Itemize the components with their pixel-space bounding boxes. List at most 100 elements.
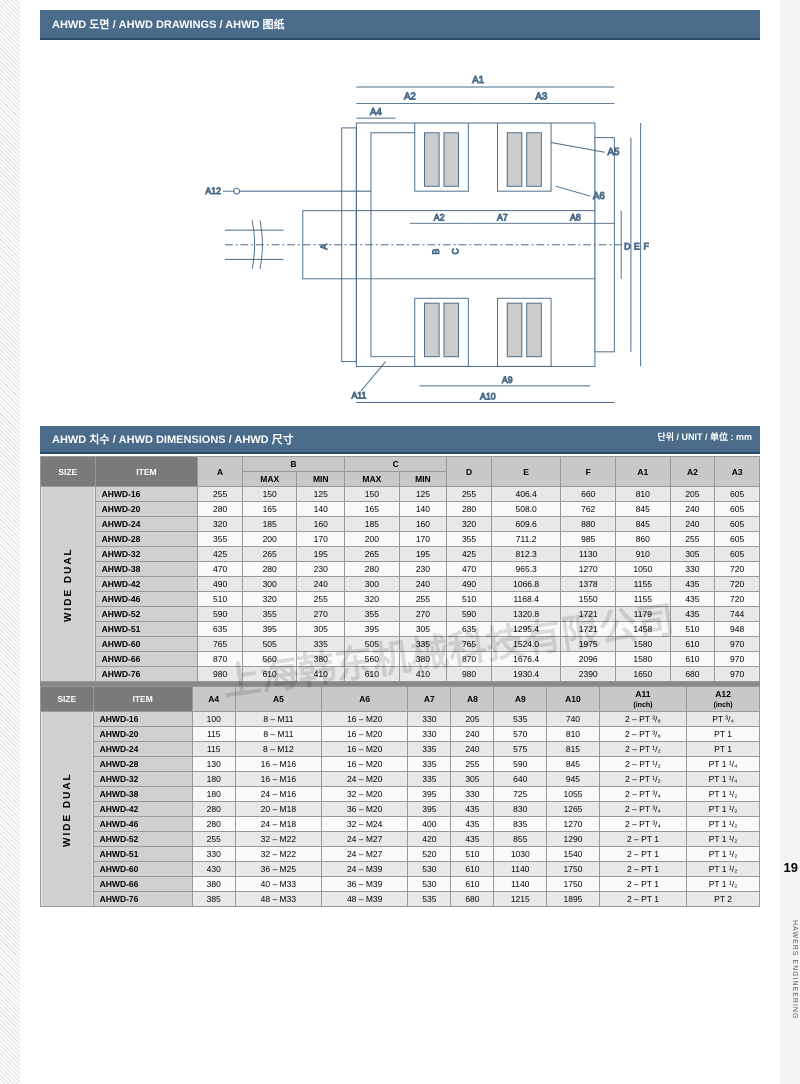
cell: 2390 (561, 667, 616, 682)
cell: AHWD-51 (93, 847, 192, 862)
cell: 1055 (547, 787, 600, 802)
cell: 255 (198, 487, 243, 502)
cell: 605 (715, 487, 760, 502)
cell: AHWD-52 (95, 607, 198, 622)
col-cmax: MAX (345, 472, 400, 487)
cell: 720 (715, 577, 760, 592)
cell: PT 1 ¹/₂ (687, 817, 760, 832)
svg-text:A3: A3 (535, 92, 547, 103)
cell: 300 (242, 577, 297, 592)
table-row: AHWD-3818024 – M1632 – M2039533072510552… (41, 787, 760, 802)
cell: 2 – PT 1 (599, 892, 686, 907)
cell: PT 1 ¹/₂ (687, 802, 760, 817)
cell: 100 (192, 712, 235, 727)
cell: 680 (670, 667, 715, 682)
cell: 330 (670, 562, 715, 577)
cell: 505 (242, 637, 297, 652)
cell: 1550 (561, 592, 616, 607)
cell: 185 (345, 517, 400, 532)
cell: PT 1 ¹/₄ (687, 757, 760, 772)
cell: 560 (242, 652, 297, 667)
cell: 335 (399, 637, 447, 652)
cell: AHWD-24 (95, 517, 198, 532)
cell: 160 (399, 517, 447, 532)
cell: 165 (345, 502, 400, 517)
cell: 1130 (561, 547, 616, 562)
cell: 380 (192, 877, 235, 892)
table-row: AHWD-607655053355053357651524.0197515806… (41, 637, 760, 652)
cell: 2 – PT ³/₈ (599, 727, 686, 742)
cell: 610 (451, 877, 494, 892)
cell: 330 (192, 847, 235, 862)
cell: 205 (451, 712, 494, 727)
table-row: AHWD-6043036 – M2524 – M3953061011401750… (41, 862, 760, 877)
cell: 430 (192, 862, 235, 877)
col2-a12: A12(inch) (687, 687, 760, 712)
cell: 170 (297, 532, 345, 547)
col-item: ITEM (95, 457, 198, 487)
table-row: AHWD-769806104106104109801930.4239016506… (41, 667, 760, 682)
cell: 2 – PT ³/₈ (599, 712, 686, 727)
cell: 2 – PT ¹/₂ (599, 772, 686, 787)
cell: 2 – PT ³/₄ (599, 802, 686, 817)
dimensions-table-2: SIZE ITEM A4 A5 A6 A7 A8 A9 A10 A11(inch… (40, 686, 760, 907)
cell: 24 – M27 (322, 847, 408, 862)
col2-a5: A5 (235, 687, 321, 712)
cell: 185 (242, 517, 297, 532)
table-row: AHWD-201158 – M1116 – M203302405708102 –… (41, 727, 760, 742)
cell: 1895 (547, 892, 600, 907)
cell: 845 (616, 502, 671, 517)
col-a2: A2 (670, 457, 715, 487)
cell: 280 (198, 502, 243, 517)
cell: AHWD-52 (93, 832, 192, 847)
cell: 535 (494, 712, 547, 727)
cell: 855 (494, 832, 547, 847)
cell: 16 – M20 (322, 727, 408, 742)
cell: AHWD-20 (93, 727, 192, 742)
cell: 36 – M20 (322, 802, 408, 817)
cell: 410 (399, 667, 447, 682)
table-row: AHWD-4228020 – M1836 – M2039543583012652… (41, 802, 760, 817)
cell: 1295.4 (491, 622, 561, 637)
cell: 150 (242, 487, 297, 502)
cell: 32 – M22 (235, 847, 321, 862)
cell: 2096 (561, 652, 616, 667)
cell: 680 (451, 892, 494, 907)
svg-text:A4: A4 (370, 107, 382, 118)
cell: 970 (715, 652, 760, 667)
cell: 970 (715, 667, 760, 682)
cell: 510 (447, 592, 492, 607)
svg-text:A12: A12 (205, 186, 221, 196)
cell: 380 (297, 652, 345, 667)
group-label: WIDE DUAL (41, 487, 96, 682)
svg-text:B: B (431, 248, 441, 254)
cell: 305 (451, 772, 494, 787)
cell: 395 (408, 802, 451, 817)
cell: 605 (715, 502, 760, 517)
cell: 16 – M20 (322, 742, 408, 757)
cell: AHWD-60 (95, 637, 198, 652)
cell: 395 (242, 622, 297, 637)
table-row: WIDE DUALAHWD-16255150125150125255406.46… (41, 487, 760, 502)
cell: 40 – M33 (235, 877, 321, 892)
table-row: WIDE DUALAHWD-161008 – M1116 – M20330205… (41, 712, 760, 727)
cell: 425 (447, 547, 492, 562)
cell: 1320.8 (491, 607, 561, 622)
svg-text:A1: A1 (472, 75, 484, 86)
cell: 380 (399, 652, 447, 667)
cell: 335 (408, 757, 451, 772)
cell: 335 (408, 742, 451, 757)
cell: 435 (670, 592, 715, 607)
cell: 435 (451, 802, 494, 817)
cell: 125 (399, 487, 447, 502)
cell: 355 (345, 607, 400, 622)
svg-text:C: C (450, 248, 460, 254)
svg-text:F: F (643, 242, 648, 252)
cell: 1580 (616, 637, 671, 652)
cell: 510 (451, 847, 494, 862)
cell: 8 – M12 (235, 742, 321, 757)
table-row: AHWD-32425265195265195425812.31130910305… (41, 547, 760, 562)
col-d: D (447, 457, 492, 487)
table-row: AHWD-525903552703552705901320.8172111794… (41, 607, 760, 622)
svg-text:A: A (319, 244, 329, 250)
